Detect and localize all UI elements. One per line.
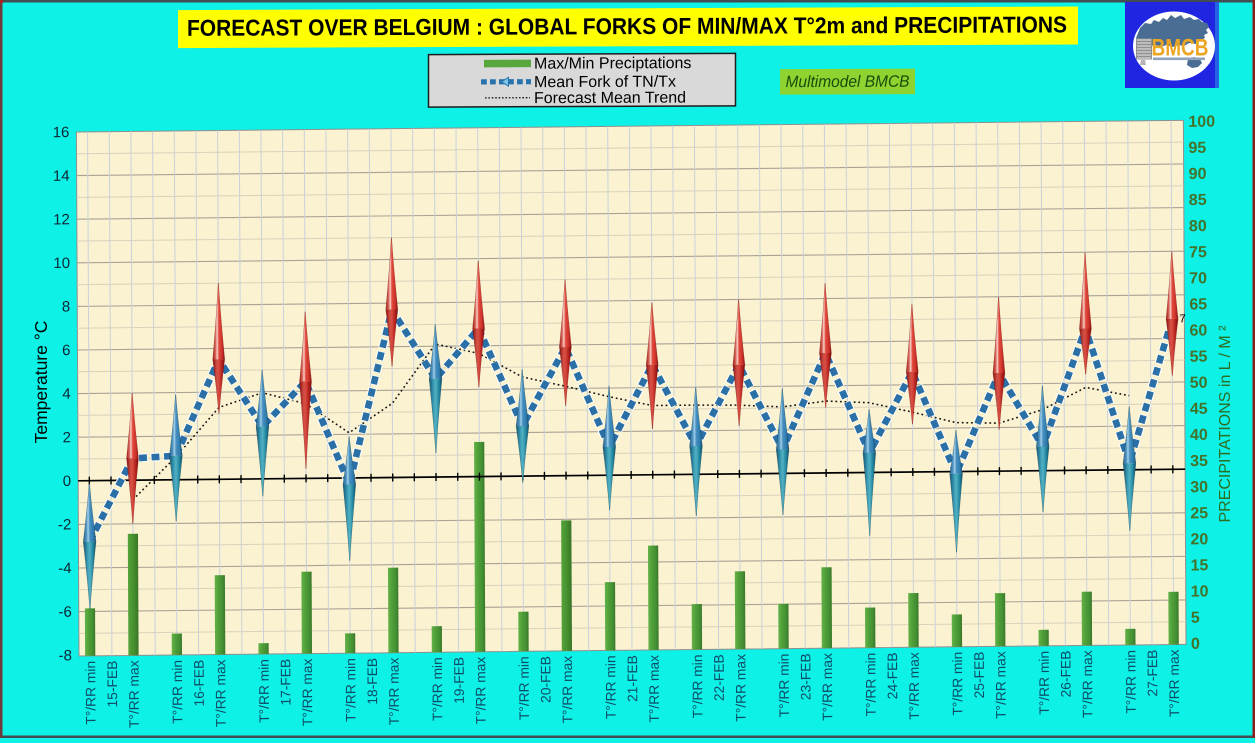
svg-text:T°/RR max: T°/RR max [127,660,142,728]
svg-text:T°/RR min: T°/RR min [777,654,792,718]
svg-text:T°/RR min: T°/RR min [603,655,618,719]
svg-text:T°/RR min: T°/RR min [517,656,532,720]
svg-text:Temperature °C: Temperature °C [31,321,51,444]
svg-text:18-FEB: 18-FEB [365,658,380,705]
svg-text:25-FEB: 25-FEB [972,651,987,698]
svg-text:Multimodel BMCB: Multimodel BMCB [786,73,910,91]
svg-text:10: 10 [53,255,70,272]
svg-text:T°/RR min: T°/RR min [950,652,965,716]
svg-text:16: 16 [53,124,70,141]
svg-text:T°/RR min: T°/RR min [170,660,185,724]
svg-text:75: 75 [1189,244,1207,261]
svg-text:-2: -2 [58,516,71,533]
svg-text:70: 70 [1189,270,1207,287]
svg-text:65: 65 [1189,296,1207,313]
svg-text:2: 2 [63,429,71,446]
svg-text:45: 45 [1190,401,1208,418]
svg-text:4: 4 [62,386,70,403]
svg-text:0: 0 [1191,636,1200,653]
svg-text:5: 5 [1191,610,1200,627]
svg-text:95: 95 [1188,140,1206,157]
svg-text:T°/RR max: T°/RR max [1080,650,1095,718]
svg-text:T°/RR max: T°/RR max [733,654,748,722]
svg-text:30: 30 [1190,479,1208,496]
svg-text:BMCB: BMCB [1152,35,1209,62]
svg-text:26-FEB: 26-FEB [1058,651,1073,698]
svg-text:22-FEB: 22-FEB [712,654,727,701]
svg-text:T°/RR max: T°/RR max [820,653,835,721]
svg-text:60: 60 [1189,322,1207,339]
svg-text:T°/RR min: T°/RR min [430,657,445,721]
svg-text:T°/RR max: T°/RR max [1167,649,1182,717]
svg-text:50: 50 [1190,375,1208,392]
svg-text:T°/RR max: T°/RR max [560,656,575,724]
svg-text:0: 0 [63,473,71,490]
svg-text:Forecast Mean Trend: Forecast Mean Trend [534,90,686,108]
svg-text:14: 14 [53,168,70,185]
svg-text:Mean Fork of TN/Tx: Mean Fork of TN/Tx [534,74,676,92]
svg-text:T°/RR min: T°/RR min [1037,651,1052,715]
svg-text:T°/RR min: T°/RR min [257,659,272,723]
svg-text:24-FEB: 24-FEB [885,652,900,699]
svg-text:FORECAST OVER BELGIUM : GLOBAL: FORECAST OVER BELGIUM : GLOBAL FORKS OF … [187,11,1067,41]
svg-text:PRECIPITATIONS in L / M ²: PRECIPITATIONS in L / M ² [1217,325,1234,523]
svg-text:90: 90 [1189,166,1207,183]
svg-text:100: 100 [1188,114,1215,131]
svg-text:T°/RR min: T°/RR min [343,658,358,722]
svg-text:80: 80 [1189,218,1207,235]
svg-text:16-FEB: 16-FEB [192,660,207,707]
svg-text:6: 6 [62,342,70,359]
svg-text:21-FEB: 21-FEB [625,655,640,702]
svg-text:15-FEB: 15-FEB [105,661,120,708]
svg-text:T°/RR min: T°/RR min [690,654,705,718]
svg-text:27-FEB: 27-FEB [1145,650,1160,697]
svg-text:T°/RR max: T°/RR max [907,652,922,720]
svg-text:20: 20 [1190,531,1208,548]
svg-text:T°/RR max: T°/RR max [300,658,315,726]
svg-text:T°/RR min: T°/RR min [83,661,98,725]
svg-text:T°/RR min: T°/RR min [863,653,878,717]
svg-text:15: 15 [1191,557,1209,574]
svg-text:T°/RR max: T°/RR max [647,655,662,723]
svg-text:35: 35 [1190,453,1208,470]
svg-text:T°/RR max: T°/RR max [473,657,488,725]
svg-text:T°/RR min: T°/RR min [1123,650,1138,714]
svg-text:10: 10 [1191,583,1209,600]
svg-text:20-FEB: 20-FEB [538,656,553,703]
svg-text:12: 12 [53,211,70,228]
svg-text:8: 8 [62,298,70,315]
svg-text:T°/RR max: T°/RR max [993,651,1008,719]
svg-text:19-FEB: 19-FEB [452,657,467,704]
svg-text:T°/RR max: T°/RR max [387,658,402,726]
svg-text:Max/Min Preciptations: Max/Min Preciptations [534,55,691,73]
svg-text:23-FEB: 23-FEB [798,653,813,700]
svg-text:7: 7 [1179,313,1185,325]
svg-text:-8: -8 [59,647,72,664]
svg-text:25: 25 [1190,505,1208,522]
svg-text:55: 55 [1190,349,1208,366]
svg-text:17-FEB: 17-FEB [278,659,293,706]
svg-text:-6: -6 [58,604,71,621]
svg-text:40: 40 [1190,427,1208,444]
svg-text:85: 85 [1189,192,1207,209]
svg-text:T°/RR max: T°/RR max [213,659,228,727]
svg-text:-4: -4 [58,560,71,577]
